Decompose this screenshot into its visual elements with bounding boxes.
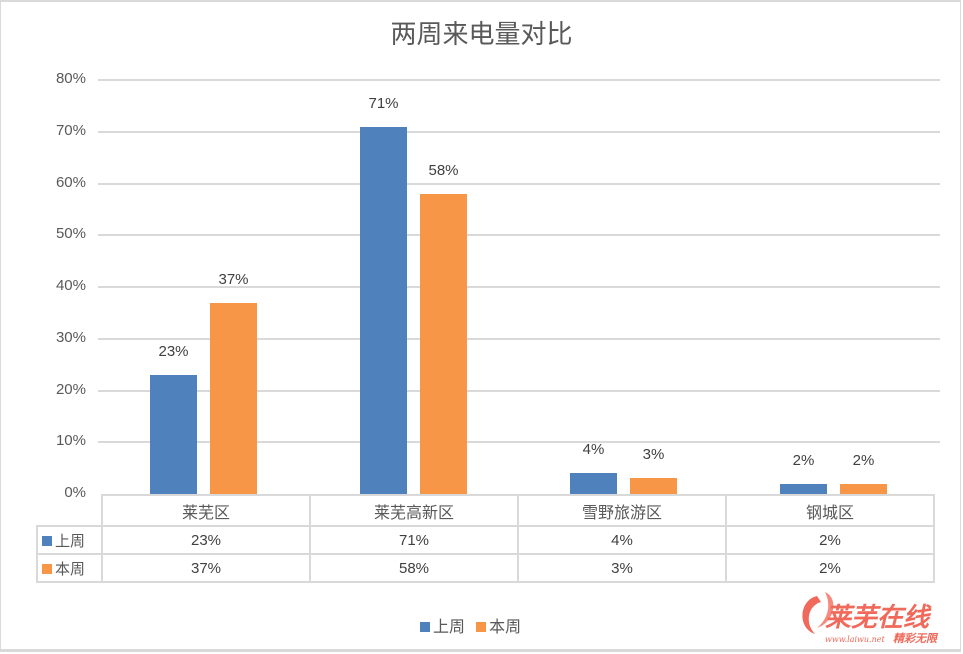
y-axis-tick-label: 10%	[55, 432, 86, 450]
series-swatch-icon	[42, 535, 52, 546]
category-label: 莱芜区	[101, 494, 311, 527]
bar-last-week[interactable]	[360, 126, 407, 494]
y-axis-tick-label: 60%	[55, 173, 86, 191]
table-cell: 58%	[309, 553, 519, 583]
gridline	[98, 182, 940, 185]
legend-swatch-icon	[420, 622, 430, 632]
bar-last-week[interactable]	[780, 483, 827, 494]
category-label: 莱芜高新区	[309, 494, 519, 527]
gridline	[98, 337, 940, 340]
watermark-logo-icon: 莱芜在线 www.laiwu.net 精彩无限	[802, 592, 939, 645]
gridline	[98, 234, 940, 237]
svg-text:www.laiwu.net: www.laiwu.net	[825, 635, 885, 644]
data-label: 58%	[428, 161, 459, 179]
table-cell: 2%	[725, 553, 935, 583]
y-axis-tick-label: 80%	[55, 70, 86, 87]
series-name: 本周	[55, 559, 86, 578]
data-table-corner	[37, 495, 103, 527]
bar-this-week[interactable]	[840, 483, 887, 494]
data-table-header-row: 莱芜区 莱芜高新区 雪野旅游区 钢城区	[37, 494, 935, 527]
series-name-cell: 本周	[36, 553, 103, 583]
category-label: 雪野旅游区	[517, 494, 727, 527]
y-axis-tick-label: 40%	[55, 277, 86, 294]
table-cell: 4%	[517, 525, 727, 555]
legend: 上周 本周	[420, 613, 527, 637]
gridline	[98, 389, 940, 392]
bar-this-week[interactable]	[630, 478, 677, 494]
y-axis-tick-label: 20%	[55, 380, 86, 398]
table-cell: 3%	[517, 553, 727, 583]
y-axis-tick-label: 50%	[55, 225, 86, 243]
data-label: 71%	[368, 94, 399, 112]
data-table: 莱芜区 莱芜高新区 雪野旅游区 钢城区 上周 23% 71% 4% 2% 本周 …	[36, 494, 935, 583]
series-swatch-icon	[42, 563, 52, 574]
bar-last-week[interactable]	[150, 374, 197, 494]
data-label: 3%	[642, 446, 665, 464]
category-label: 钢城区	[725, 494, 935, 527]
table-cell: 2%	[725, 525, 935, 555]
data-label: 2%	[852, 451, 875, 469]
data-label: 2%	[792, 451, 815, 469]
data-label: 23%	[158, 342, 189, 360]
table-cell: 37%	[101, 553, 311, 583]
data-label: 37%	[218, 270, 249, 288]
gridline	[98, 79, 940, 81]
series-name-cell: 上周	[36, 525, 103, 555]
series-name: 上周	[55, 531, 86, 550]
gridline	[98, 286, 940, 288]
data-table-row-last-week: 上周 23% 71% 4% 2%	[36, 525, 935, 555]
table-cell: 71%	[309, 525, 519, 555]
bar-this-week[interactable]	[210, 302, 257, 494]
chart-title: 两周来电量对比	[390, 20, 573, 50]
gridline	[98, 130, 940, 133]
legend-swatch-icon	[476, 622, 487, 632]
data-label: 4%	[582, 441, 605, 459]
bar-last-week[interactable]	[570, 473, 617, 494]
legend-label: 本周	[489, 617, 522, 636]
svg-text:精彩无限: 精彩无限	[893, 632, 939, 645]
table-cell: 23%	[101, 525, 311, 555]
y-axis-tick-label: 70%	[55, 121, 86, 139]
legend-label: 上周	[433, 617, 466, 636]
bar-this-week[interactable]	[420, 193, 467, 494]
legend-item-last-week[interactable]: 上周	[420, 613, 465, 637]
legend-item-this-week[interactable]: 本周	[476, 613, 521, 637]
data-table-row-this-week: 本周 37% 58% 3% 2%	[36, 553, 935, 583]
svg-text:莱芜在线: 莱芜在线	[825, 603, 932, 633]
y-axis-tick-label: 30%	[55, 328, 86, 346]
gridline	[98, 441, 940, 444]
